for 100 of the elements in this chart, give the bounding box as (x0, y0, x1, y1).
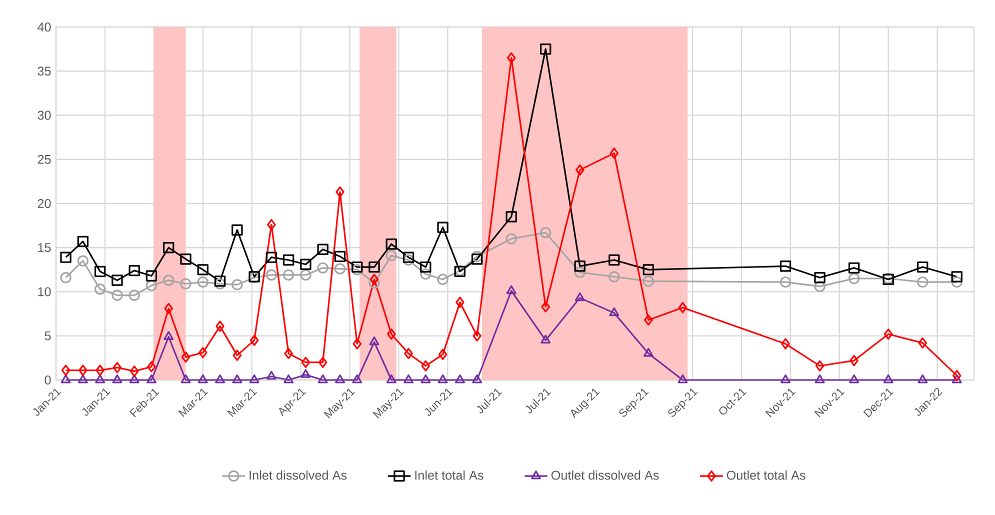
point (300, 258, 312, 270)
point (848, 272, 860, 284)
point (216, 320, 224, 332)
point (437, 222, 448, 233)
point (232, 350, 242, 361)
point (181, 351, 190, 363)
legend-label: Inlet total As (415, 470, 484, 480)
point (918, 337, 928, 349)
point (814, 374, 825, 384)
point (609, 307, 620, 316)
point (352, 261, 363, 273)
legend-label: Inlet dissolved As (250, 470, 347, 480)
point (163, 242, 174, 254)
point (438, 374, 448, 384)
point (780, 260, 792, 272)
point (282, 269, 294, 281)
point (404, 348, 413, 360)
point (608, 271, 620, 282)
point (164, 331, 174, 340)
point (94, 266, 106, 278)
point (317, 244, 328, 255)
point (386, 374, 396, 384)
point (386, 250, 397, 262)
point (369, 336, 380, 346)
point (266, 370, 276, 380)
point (249, 374, 260, 384)
legend-label: Outlet total As (726, 470, 806, 480)
point (575, 164, 584, 176)
point (284, 374, 294, 384)
point (951, 276, 962, 288)
point (146, 374, 156, 384)
point (643, 348, 654, 357)
point (232, 224, 243, 236)
point (420, 261, 432, 273)
point (318, 374, 328, 384)
point (198, 347, 208, 358)
point (317, 262, 328, 274)
point (266, 269, 278, 281)
point (334, 250, 346, 262)
point (94, 284, 106, 295)
point (95, 374, 106, 384)
point (850, 354, 858, 366)
point (180, 374, 191, 384)
point (404, 374, 414, 384)
point (77, 255, 89, 266)
point (215, 374, 225, 384)
point (112, 274, 123, 286)
point (780, 276, 792, 288)
y-tick-label: 10 (38, 287, 51, 296)
point (642, 276, 654, 287)
point (300, 269, 312, 281)
point (951, 271, 962, 282)
point (61, 364, 70, 376)
point (454, 374, 465, 384)
point (848, 262, 860, 274)
point (60, 252, 72, 263)
point (301, 356, 310, 368)
point (506, 285, 516, 294)
point (386, 328, 396, 340)
point (814, 272, 826, 284)
point (815, 360, 824, 372)
point (574, 292, 585, 302)
point (402, 254, 414, 266)
point (112, 290, 123, 301)
point (472, 330, 482, 342)
point (402, 252, 414, 263)
point (368, 261, 380, 273)
point (506, 211, 517, 222)
point (883, 374, 894, 384)
point (678, 302, 688, 314)
point (610, 148, 619, 159)
point (163, 274, 174, 286)
point (644, 314, 653, 326)
point (335, 374, 345, 384)
point (352, 374, 362, 384)
point (780, 374, 790, 384)
point (438, 348, 448, 360)
point (420, 374, 431, 384)
point (78, 374, 88, 384)
point (284, 348, 293, 360)
point (918, 374, 928, 384)
point (336, 186, 344, 198)
point (574, 260, 586, 272)
point (884, 328, 893, 340)
point (540, 43, 552, 55)
point (370, 274, 379, 285)
point (214, 278, 226, 290)
point (128, 264, 140, 276)
y-tick-label: 0 (44, 376, 51, 384)
y-tick-label: 25 (38, 154, 51, 164)
point (471, 253, 483, 265)
y-tick-label: 35 (38, 66, 51, 76)
point (197, 276, 208, 288)
point (147, 361, 156, 372)
point (608, 254, 620, 266)
point (472, 374, 482, 384)
point (540, 227, 552, 238)
point (574, 266, 586, 278)
point (541, 301, 550, 312)
point (334, 263, 346, 274)
